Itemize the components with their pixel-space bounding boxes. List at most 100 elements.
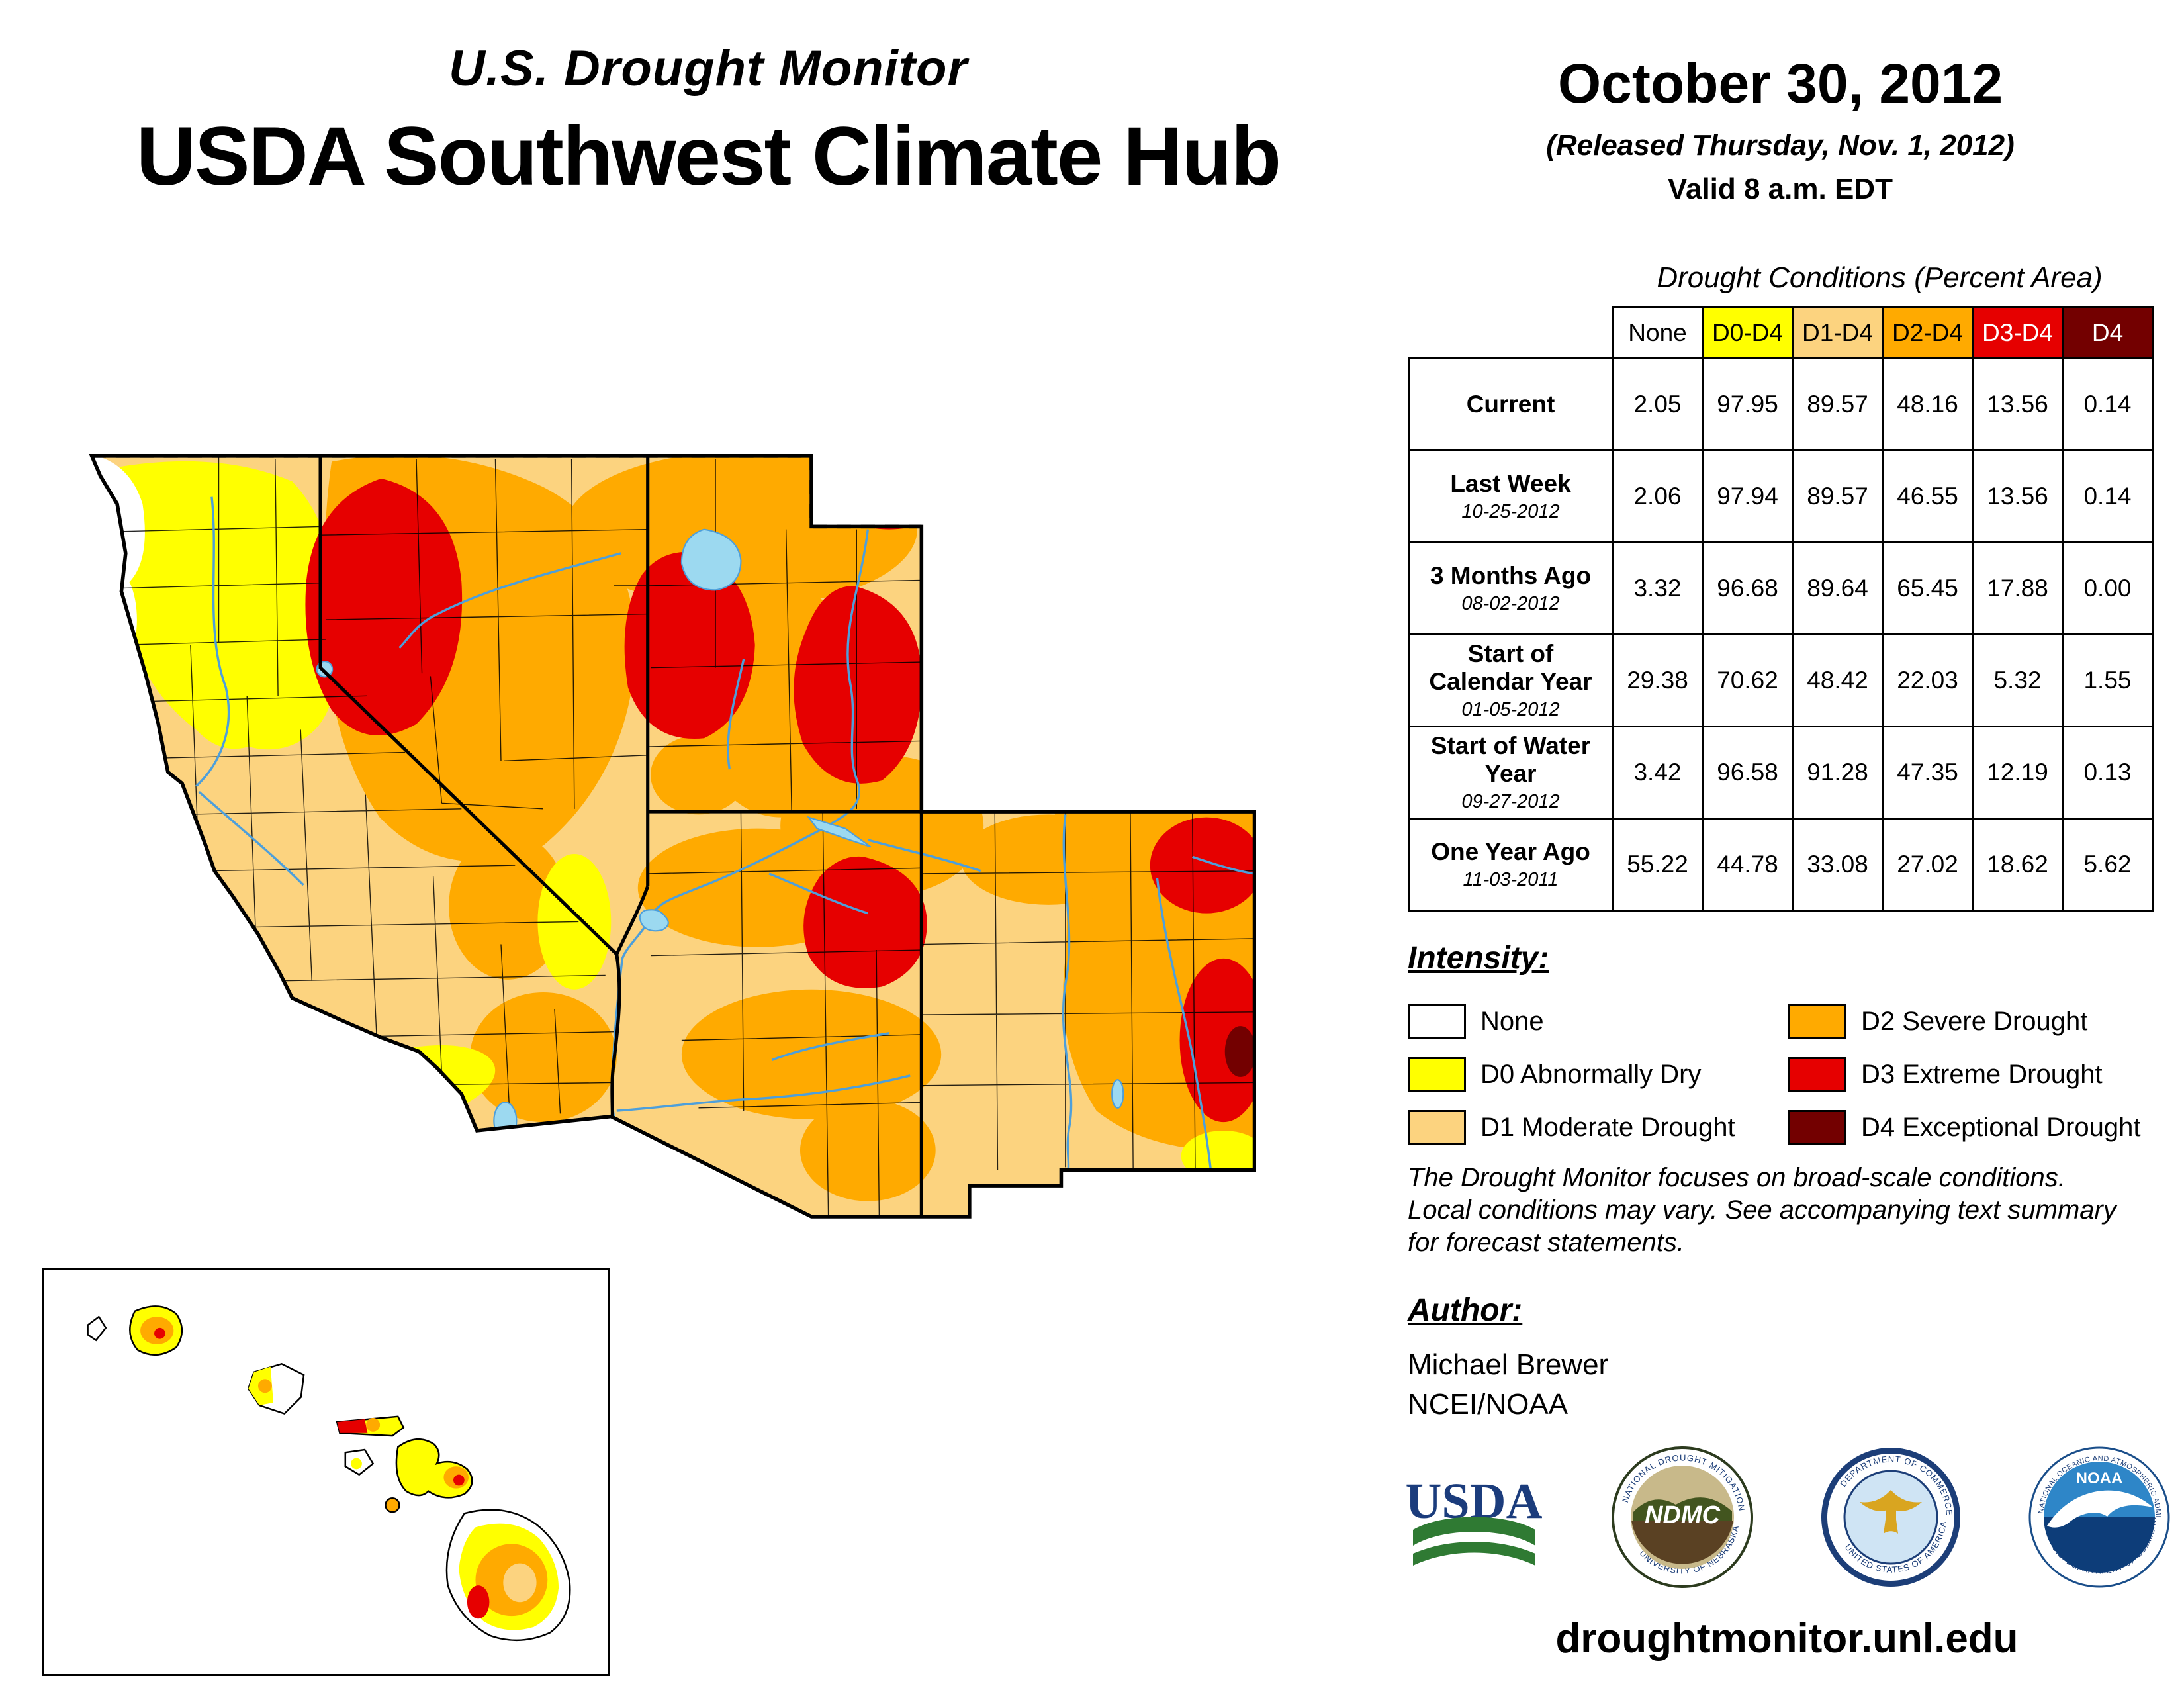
header-right: October 30, 2012 (Released Thursday, Nov… — [1416, 52, 2144, 206]
legend-swatch-d2 — [1788, 1004, 1846, 1039]
table-value: 29.38 — [1612, 633, 1704, 727]
row-label: Last Week 10-25-2012 — [1408, 449, 1614, 543]
legend-swatch-d1 — [1408, 1110, 1466, 1145]
ndmc-logo: NATIONAL DROUGHT MITIGATION CENTER UNIVE… — [1612, 1446, 1753, 1588]
legend-label: None — [1480, 1006, 1544, 1036]
noaa-logo-text: NOAA — [2076, 1470, 2123, 1487]
table-corner — [1409, 307, 1613, 359]
table-value: 46.55 — [1882, 449, 1974, 543]
intensity-legend: Intensity: None D0 Abnormally Dry D1 Moder… — [1408, 940, 2175, 1154]
drought-table: None D0-D4 D1-D4 D2-D4 D3-D4 D4 Current 2.05 97.… — [1408, 306, 2154, 912]
table-value: 44.78 — [1702, 818, 1794, 912]
legend-swatch-d4 — [1788, 1110, 1846, 1145]
table-value: 97.95 — [1702, 357, 1794, 451]
lakes — [316, 528, 1124, 1140]
footer-url: droughtmonitor.unl.edu — [1555, 1616, 2019, 1662]
table-value: 27.02 — [1882, 818, 1974, 912]
salton-sea — [493, 1102, 518, 1140]
valid-time: Valid 8 a.m. EDT — [1668, 173, 1893, 205]
hawaii-inset — [42, 1268, 610, 1676]
author-block: Author: Michael Brewer NCEI/NOAA — [1408, 1292, 1608, 1421]
great-salt-lake — [680, 528, 742, 591]
table-title: Drought Conditions (Percent Area) — [1657, 261, 2103, 294]
legend-label: D0 Abnormally Dry — [1480, 1059, 1702, 1089]
author-title: Author: — [1408, 1293, 1523, 1328]
hawaii-map — [87, 1305, 571, 1642]
table-value: 3.42 — [1612, 726, 1704, 820]
noaa-bird — [2047, 1490, 2153, 1528]
header-left: U.S. Drought Monitor USDA Southwest Clim… — [86, 40, 1330, 204]
lake-powell — [806, 816, 872, 848]
table-value: 5.62 — [2062, 818, 2154, 912]
column-header-d4: D4 — [2062, 306, 2154, 359]
table-value: 0.00 — [2062, 541, 2154, 635]
table-value: 2.06 — [1612, 449, 1704, 543]
legend-label: D2 Severe Drought — [1861, 1006, 2088, 1036]
usda-swoosh-lower — [1413, 1542, 1535, 1566]
row-label: 3 Months Ago 08-02-2012 — [1408, 541, 1614, 635]
elephant-butte — [1111, 1079, 1124, 1109]
ndmc-soil — [1631, 1521, 1733, 1564]
legend-label: D3 Extreme Drought — [1861, 1059, 2103, 1089]
author-name: Michael Brewer — [1408, 1348, 1609, 1381]
usda-swoosh-upper — [1413, 1517, 1535, 1546]
table-value: 0.14 — [2062, 357, 2154, 451]
map-date: October 30, 2012 — [1557, 52, 2003, 115]
column-header-d3-d4: D3-D4 — [1972, 306, 2064, 359]
state-boundaries — [318, 455, 923, 1217]
table-value: 89.64 — [1792, 541, 1884, 635]
table-value: 0.14 — [2062, 449, 2154, 543]
table-value: 5.32 — [1972, 633, 2064, 727]
county-boundaries — [91, 455, 1255, 1217]
legend-item-none: None — [1408, 1004, 1788, 1039]
table-value: 13.56 — [1972, 357, 2064, 451]
region-title: USDA Southwest Climate Hub — [136, 111, 1281, 203]
disclaimer-line: for forecast statements. — [1408, 1227, 1684, 1257]
table-value: 89.57 — [1792, 357, 1884, 451]
table-row: Start of Water Year 09-27-2012 3.42 96.58 91… — [1408, 726, 2154, 820]
table-value: 48.42 — [1792, 633, 1884, 727]
legend-item-d0: D0 Abnormally Dry — [1408, 1057, 1788, 1092]
table-value: 17.88 — [1972, 541, 2064, 635]
usda-logo: USDA — [1406, 1474, 1543, 1566]
table-value: 97.94 — [1702, 449, 1794, 543]
region-outline — [89, 454, 1256, 1219]
legend-item-d4: D4 Exceptional Drought — [1788, 1110, 2175, 1145]
table-row: Last Week 10-25-2012 2.06 97.94 89.57 46.55 13… — [1408, 449, 2154, 543]
table-value: 96.58 — [1702, 726, 1794, 820]
drought-map — [89, 454, 1256, 1219]
table-value: 33.08 — [1792, 818, 1884, 912]
table-value: 47.35 — [1882, 726, 1974, 820]
table-value: 55.22 — [1612, 818, 1704, 912]
intensity-legend-grid: None D0 Abnormally Dry D1 Moderate Drought… — [1408, 995, 2175, 1154]
map-neatline — [91, 454, 922, 529]
legend-item-d1: D1 Moderate Drought — [1408, 1110, 1788, 1145]
table-row: One Year Ago 11-03-2011 55.22 44.78 33.08 27.… — [1408, 818, 2154, 912]
table-row: Start of Calendar Year 01-05-2012 29.38 70.… — [1408, 633, 2154, 727]
legend-item-d2: D2 Severe Drought — [1788, 1004, 2175, 1039]
table-value: 48.16 — [1882, 357, 1974, 451]
legend-swatch-d0 — [1408, 1057, 1466, 1092]
table-value: 22.03 — [1882, 633, 1974, 727]
island-niihau — [87, 1315, 107, 1342]
report-title: U.S. Drought Monitor — [448, 40, 968, 97]
table-value: 18.62 — [1972, 818, 2064, 912]
released-date: (Released Thursday, Nov. 1, 2012) — [1546, 129, 2015, 162]
table-value: 1.55 — [2062, 633, 2154, 727]
table-value: 13.56 — [1972, 449, 2064, 543]
d3-regions — [305, 478, 1255, 1123]
table-value: 70.62 — [1702, 633, 1794, 727]
disclaimer-line: The Drought Monitor focuses on broad-sca… — [1408, 1163, 2066, 1192]
table-value: 2.05 — [1612, 357, 1704, 451]
disclaimer: The Drought Monitor focuses on broad-sca… — [1408, 1162, 2175, 1258]
row-label: One Year Ago 11-03-2011 — [1408, 818, 1614, 912]
legend-label: D1 Moderate Drought — [1480, 1112, 1735, 1142]
table-value: 3.32 — [1612, 541, 1704, 635]
hawaii-drought-overlays — [140, 1317, 559, 1630]
commerce-logo: DEPARTMENT OF COMMERCE UNITED STATES OF … — [1821, 1448, 1960, 1587]
table-value: 96.68 — [1702, 541, 1794, 635]
table-row: Current 2.05 97.95 89.57 48.16 13.56 0.14 — [1408, 357, 2154, 451]
logo-row: USDA NATIONAL DROUGHT MITIGATION CENTER … — [1403, 1446, 2171, 1589]
table-value: 0.13 — [2062, 726, 2154, 820]
